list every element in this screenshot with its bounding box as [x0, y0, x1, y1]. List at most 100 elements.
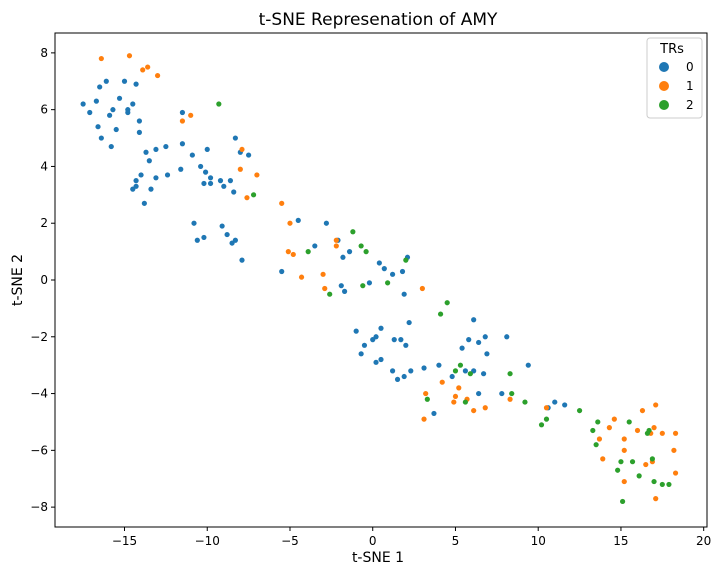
data-point: [376, 260, 382, 266]
y-axis: −8 −6 −4 −2 0 2 4 6 8: [30, 46, 55, 514]
data-point: [629, 459, 636, 465]
data-point: [403, 257, 409, 263]
data-point: [391, 337, 397, 343]
data-point: [279, 268, 285, 275]
data-point: [232, 237, 238, 243]
data-point: [95, 124, 101, 130]
chart-title: t-SNE Represenation of AMY: [259, 10, 498, 30]
data-point: [476, 339, 482, 346]
data-point: [471, 407, 477, 414]
data-point: [621, 478, 627, 485]
data-point: [504, 334, 510, 340]
data-point: [378, 325, 384, 331]
x-tick-label: 15: [613, 534, 628, 548]
data-point: [358, 243, 364, 249]
data-point: [634, 427, 641, 434]
plot-area: [80, 53, 679, 505]
data-point: [207, 175, 214, 181]
data-point: [471, 317, 477, 323]
data-point: [146, 158, 152, 164]
data-point: [254, 172, 260, 178]
data-point: [452, 393, 459, 400]
x-tick-label: 5: [452, 534, 460, 548]
data-point: [509, 390, 515, 397]
data-point: [643, 461, 649, 468]
data-point: [484, 351, 490, 357]
data-point: [239, 257, 245, 263]
data-point: [467, 371, 473, 377]
data-point: [361, 342, 368, 348]
y-tick-label: 8: [40, 46, 48, 60]
data-point: [389, 368, 396, 374]
data-point: [340, 254, 346, 260]
plot-frame: [54, 32, 708, 528]
data-point: [202, 169, 209, 175]
data-point: [363, 249, 369, 255]
data-point: [653, 402, 659, 408]
data-point: [449, 373, 455, 380]
data-point: [179, 118, 186, 124]
data-point: [436, 362, 442, 368]
data-point: [401, 291, 407, 297]
data-point: [164, 172, 171, 178]
data-point: [482, 334, 488, 340]
data-point: [373, 334, 379, 340]
data-point: [462, 368, 468, 374]
data-point: [239, 146, 245, 153]
data-point: [353, 328, 359, 334]
data-point: [621, 436, 627, 442]
data-point: [385, 280, 391, 286]
data-point: [145, 64, 151, 70]
data-point: [333, 237, 339, 243]
legend-marker: [659, 100, 669, 110]
x-axis: −15 −10 −5 0 5 10 15 20: [112, 527, 711, 548]
data-point: [600, 456, 606, 462]
data-point: [138, 172, 144, 178]
x-tick-label: 10: [531, 534, 546, 548]
data-point: [285, 249, 291, 255]
data-point: [525, 362, 531, 368]
legend: TRs 0 1 2: [646, 37, 703, 119]
data-point: [201, 180, 207, 187]
series-1: [98, 53, 679, 502]
data-point: [232, 135, 238, 141]
data-point: [373, 359, 379, 365]
data-point: [188, 112, 194, 118]
data-point: [606, 425, 612, 431]
data-point: [250, 192, 257, 198]
data-point: [116, 95, 123, 101]
data-point: [178, 166, 184, 172]
y-tick-label: −8: [30, 500, 48, 514]
data-point: [595, 419, 601, 425]
data-point: [113, 126, 119, 133]
data-point: [341, 288, 348, 294]
data-point: [103, 78, 109, 84]
series-2: [216, 101, 672, 505]
data-point: [98, 135, 104, 141]
data-point: [327, 291, 333, 297]
data-point: [437, 311, 444, 317]
data-point: [227, 178, 234, 184]
data-point: [666, 481, 672, 488]
data-point: [389, 271, 396, 277]
data-point: [406, 319, 412, 326]
data-point: [107, 112, 113, 118]
data-point: [423, 390, 429, 397]
data-point: [543, 416, 550, 422]
data-point: [87, 109, 93, 116]
data-point: [97, 84, 103, 90]
data-point: [646, 427, 652, 434]
data-point: [621, 447, 627, 453]
data-point: [403, 342, 409, 348]
data-point: [148, 186, 154, 192]
x-tick-label: 0: [369, 534, 377, 548]
data-point: [163, 143, 169, 150]
data-point: [419, 285, 425, 292]
data-point: [189, 152, 195, 158]
data-point: [130, 101, 136, 107]
data-point: [424, 396, 430, 402]
data-point: [346, 249, 353, 255]
x-tick-label: −10: [195, 534, 220, 548]
data-point: [507, 371, 513, 377]
data-point: [451, 399, 457, 405]
